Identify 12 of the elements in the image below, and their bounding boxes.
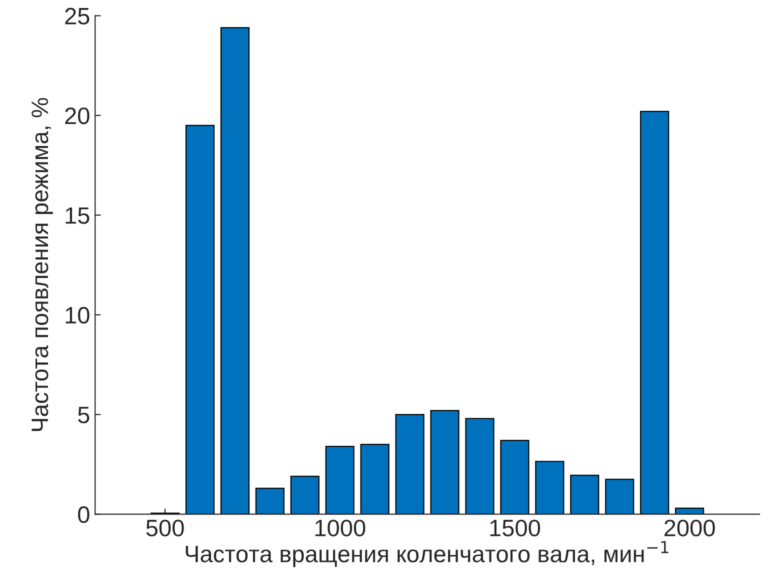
x-tick-label: 1000 [315, 520, 366, 536]
y-tick-label: 25 [65, 8, 90, 25]
y-tick-label: 15 [66, 207, 90, 224]
y-tick-label: 10 [66, 306, 90, 324]
y-tick-label: 20 [65, 108, 90, 124]
y-tick-label: 5 [78, 406, 90, 424]
x-tick-label: 2000 [664, 520, 715, 536]
x-tick-label: 1500 [490, 520, 540, 536]
y-tick-label: 0 [78, 506, 90, 523]
x-axis-title: Частота вращения коленчатого вала, мин$^{−1}$ [186, 541, 668, 568]
y-axis-title: Частота появления режима, % [32, 98, 53, 431]
x-tick-label: 500 [146, 520, 184, 536]
